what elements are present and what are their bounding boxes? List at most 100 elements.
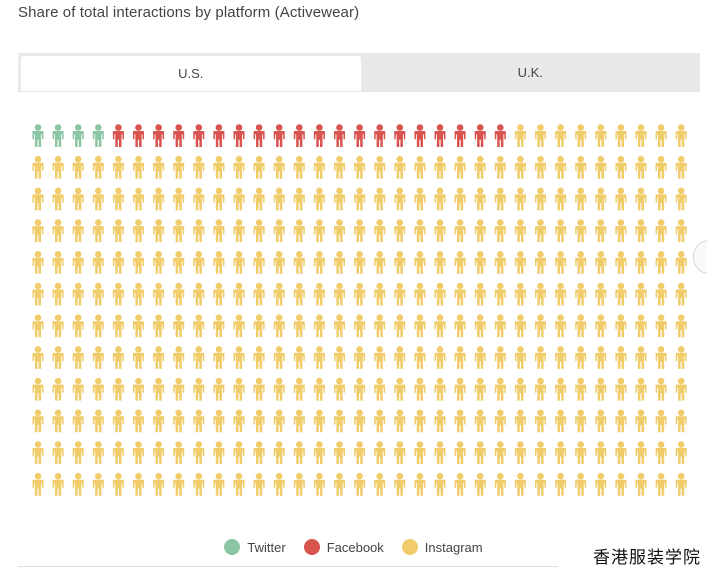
- person-icon-instagram: [394, 472, 406, 496]
- person-icon-instagram: [213, 441, 225, 464]
- person-icon-instagram: [555, 251, 567, 274]
- person-icon-instagram: [655, 282, 667, 306]
- person-icon-instagram: [354, 282, 366, 306]
- person-icon-instagram: [535, 251, 546, 274]
- person-icon-instagram: [173, 314, 185, 338]
- person-icon-instagram: [133, 377, 144, 401]
- person-icon-instagram: [253, 219, 265, 243]
- person-icon-instagram: [32, 219, 44, 243]
- person-icon-instagram: [434, 282, 446, 306]
- person-icon-instagram: [233, 219, 245, 243]
- tab-uk[interactable]: U.K.: [517, 64, 543, 80]
- person-icon-instagram: [173, 346, 185, 369]
- waffle-chart: [32, 124, 687, 496]
- person-icon-instagram: [334, 187, 345, 211]
- person-icon-instagram: [273, 409, 285, 433]
- person-icon-instagram: [655, 441, 667, 464]
- person-icon-instagram: [555, 124, 567, 147]
- person-icon-instagram: [454, 472, 466, 496]
- person-icon-instagram: [555, 472, 567, 496]
- person-icon-instagram: [52, 441, 64, 464]
- person-icon-instagram: [354, 377, 366, 401]
- person-icon-instagram: [394, 346, 406, 369]
- person-icon-instagram: [32, 282, 44, 306]
- person-icon-instagram: [615, 282, 627, 306]
- person-icon-instagram: [474, 219, 486, 243]
- person-icon-facebook: [193, 124, 205, 147]
- person-icon-instagram: [213, 219, 225, 243]
- person-icon-instagram: [233, 282, 245, 306]
- person-icon-instagram: [615, 441, 627, 464]
- person-icon-instagram: [514, 409, 526, 433]
- person-icon-facebook: [354, 124, 366, 147]
- person-icon-facebook: [414, 124, 426, 147]
- person-icon-instagram: [595, 282, 607, 306]
- person-icon-instagram: [514, 187, 526, 211]
- person-icon-instagram: [494, 187, 506, 211]
- person-icon-instagram: [615, 472, 627, 496]
- person-icon-instagram: [133, 187, 144, 211]
- person-icon-instagram: [92, 155, 104, 179]
- person-icon-instagram: [273, 155, 285, 179]
- person-icon-instagram: [72, 377, 84, 401]
- person-icon-instagram: [655, 124, 667, 147]
- person-icon-instagram: [213, 346, 225, 369]
- person-icon-instagram: [253, 314, 265, 338]
- person-icon-instagram: [52, 219, 64, 243]
- person-icon-instagram: [52, 155, 64, 179]
- person-icon-instagram: [72, 409, 84, 433]
- person-icon-instagram: [474, 155, 486, 179]
- person-icon-instagram: [193, 219, 205, 243]
- person-icon-instagram: [133, 219, 144, 243]
- person-icon-instagram: [313, 409, 325, 433]
- person-icon-instagram: [133, 314, 144, 338]
- person-icon-instagram: [213, 314, 225, 338]
- person-icon-instagram: [112, 472, 124, 496]
- person-icon-instagram: [112, 314, 124, 338]
- person-icon-instagram: [334, 251, 345, 274]
- person-icon-instagram: [72, 219, 84, 243]
- person-icon-instagram: [193, 472, 205, 496]
- person-icon-instagram: [153, 282, 165, 306]
- person-icon-instagram: [334, 155, 345, 179]
- person-icon-instagram: [193, 251, 205, 274]
- person-icon-instagram: [92, 219, 104, 243]
- person-icon-instagram: [354, 219, 366, 243]
- person-icon-instagram: [293, 472, 305, 496]
- person-icon-instagram: [213, 155, 225, 179]
- person-icon-instagram: [434, 314, 446, 338]
- person-icon-instagram: [535, 282, 546, 306]
- person-icon-instagram: [233, 187, 245, 211]
- person-icon-instagram: [595, 409, 607, 433]
- person-icon-instagram: [474, 409, 486, 433]
- person-icon-instagram: [655, 314, 667, 338]
- person-icon-instagram: [675, 124, 687, 147]
- legend-item-facebook[interactable]: Facebook: [303, 539, 384, 555]
- person-icon-instagram: [253, 187, 265, 211]
- person-icon-instagram: [354, 409, 366, 433]
- person-icon-instagram: [32, 441, 44, 464]
- person-icon-instagram: [273, 441, 285, 464]
- person-icon-instagram: [635, 409, 647, 433]
- person-icon-instagram: [133, 251, 144, 274]
- person-icon-instagram: [293, 282, 305, 306]
- person-icon-instagram: [494, 282, 506, 306]
- person-icon-instagram: [595, 441, 607, 464]
- legend-item-twitter[interactable]: Twitter: [224, 539, 286, 555]
- person-icon-instagram: [575, 251, 587, 274]
- person-icon-instagram: [555, 155, 567, 179]
- chart-legend: Twitter Facebook Instagram: [0, 539, 707, 555]
- person-icon-instagram: [575, 219, 587, 243]
- person-icon-instagram: [575, 409, 587, 433]
- person-icon-instagram: [535, 155, 546, 179]
- legend-item-instagram[interactable]: Instagram: [401, 539, 483, 555]
- person-icon-instagram: [32, 314, 44, 338]
- person-icon-instagram: [555, 346, 567, 369]
- person-icon-instagram: [434, 472, 446, 496]
- person-icon-instagram: [454, 377, 466, 401]
- person-icon-instagram: [253, 282, 265, 306]
- person-icon-instagram: [675, 409, 687, 433]
- tab-us[interactable]: U.S.: [21, 56, 361, 91]
- person-icon-instagram: [575, 472, 587, 496]
- person-icon-instagram: [615, 187, 627, 211]
